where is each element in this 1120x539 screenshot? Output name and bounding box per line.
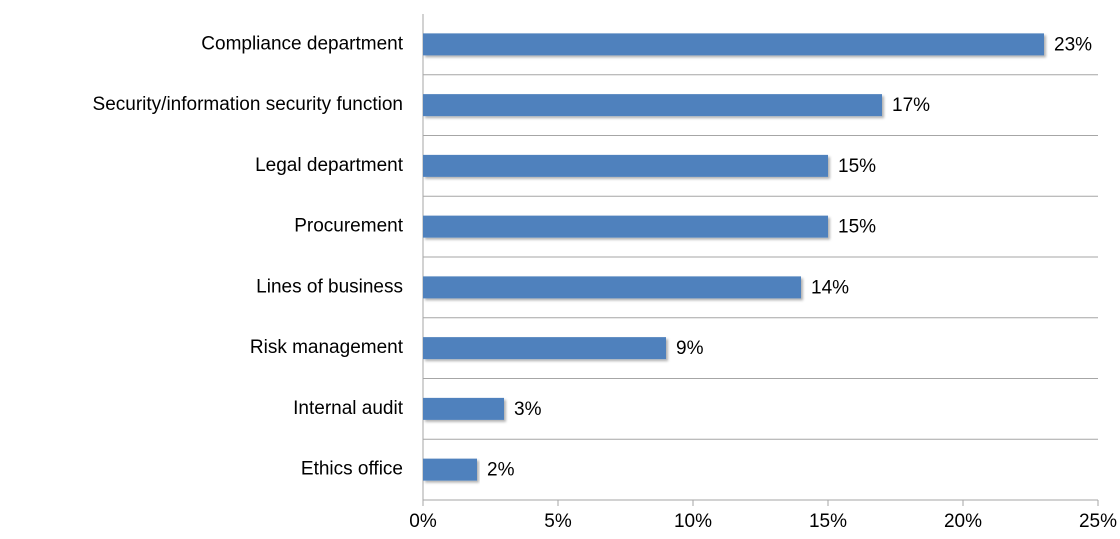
y-tick-label: Legal department: [255, 155, 404, 176]
bar: [423, 215, 828, 238]
bar: [423, 337, 666, 360]
value-label: 15%: [838, 217, 876, 238]
value-label: 2%: [487, 460, 515, 481]
bar: [423, 276, 801, 299]
bar: [423, 94, 882, 117]
bar: [423, 33, 1044, 56]
y-tick-label: Procurement: [294, 216, 403, 237]
value-label: 14%: [811, 277, 849, 298]
bar: [423, 397, 504, 420]
x-tick-label: 10%: [674, 511, 712, 532]
x-tick-label: 15%: [809, 511, 847, 532]
value-label: 9%: [676, 338, 704, 359]
y-tick-label: Lines of business: [256, 276, 403, 297]
x-tick-label: 20%: [944, 511, 982, 532]
value-label: 17%: [892, 95, 930, 116]
bar: [423, 458, 477, 481]
value-label: 3%: [514, 399, 542, 420]
x-tick-label: 0%: [409, 511, 437, 532]
value-label: 15%: [838, 156, 876, 177]
y-tick-label: Internal audit: [293, 398, 404, 419]
bar: [423, 154, 828, 177]
x-tick-label: 25%: [1079, 511, 1117, 532]
y-tick-label: Ethics office: [301, 459, 403, 480]
x-tick-label: 5%: [544, 511, 572, 532]
value-label: 23%: [1054, 34, 1092, 55]
y-tick-label: Compliance department: [201, 33, 403, 54]
y-tick-label: Security/information security function: [93, 94, 403, 115]
y-tick-label: Risk management: [250, 337, 404, 358]
